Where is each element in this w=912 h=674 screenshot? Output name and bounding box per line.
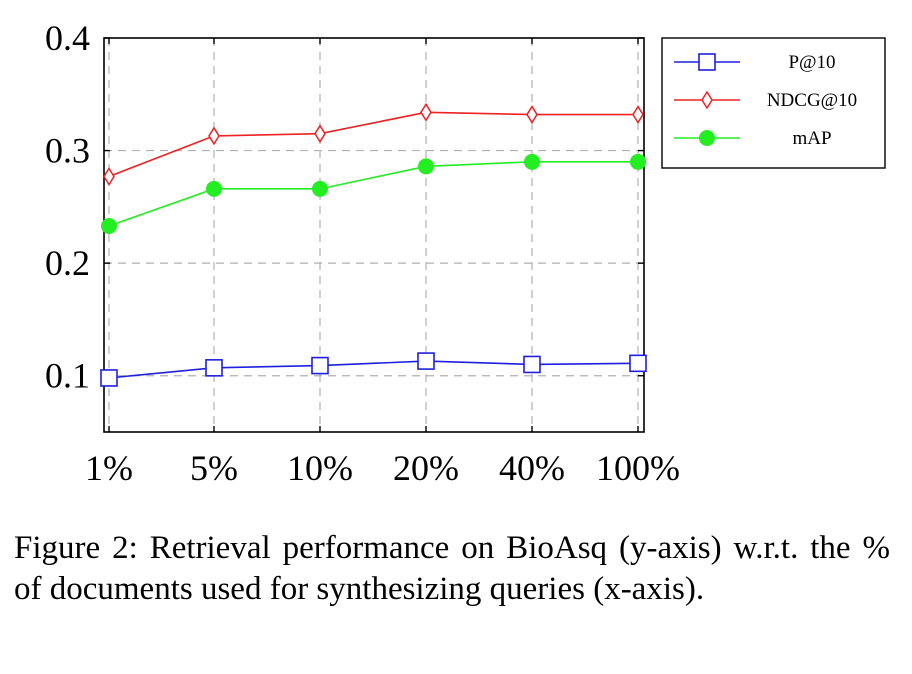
series-line-p-10 [108,360,639,379]
x-tick-label: 5% [190,448,238,488]
x-tick-label: 40% [499,448,565,488]
y-tick-label: 0.2 [45,243,90,283]
data-point-p-10 [523,355,541,374]
x-tick-label: 1% [85,448,133,488]
series-ndcg-10 [103,102,644,186]
series-p-10 [100,352,647,387]
grid-lines [104,38,644,432]
series-line-map [108,161,638,227]
x-tick-label: 10% [287,448,353,488]
legend-label-ndcg-10: NDCG@10 [767,90,857,111]
x-tick-label: 100% [596,448,680,488]
y-tick-label: 0.4 [45,18,90,58]
data-point-map [630,153,646,170]
data-point-map [101,217,117,234]
y-axis-tick-labels: 0.1 0.2 0.3 0.4 [45,18,90,396]
series-line-ndcg-10 [108,111,638,178]
series-layer [100,102,647,387]
figure-caption: Figure 2: Retrieval performance on BioAs… [14,530,890,607]
data-point-map [206,180,222,197]
series-map [101,153,646,234]
data-point-p-10 [205,359,223,377]
legend-marker-ndcg-10 [701,90,713,110]
legend-label-p-10: P@10 [788,52,835,73]
data-point-ndcg-10 [526,105,538,124]
legend-marker-p-10 [698,53,716,71]
data-point-ndcg-10 [632,105,644,124]
data-point-ndcg-10 [103,167,115,186]
data-point-map [418,158,434,175]
y-tick-label: 0.1 [45,356,90,396]
data-point-p-10 [311,356,329,375]
y-tick-label: 0.3 [45,131,90,171]
line-chart: 1% 5% 10% 20% 40% 100% 0.1 0.2 0.3 0.4 P@10 NDCG@… [45,18,886,488]
x-tick-label: 20% [393,448,459,488]
x-axis-tick-labels: 1% 5% 10% 20% 40% 100% [85,448,680,488]
data-point-ndcg-10 [314,124,326,144]
data-point-ndcg-10 [420,102,432,122]
axis-ticks [104,37,644,432]
data-point-ndcg-10 [208,126,220,146]
data-point-map [524,153,540,170]
legend-label-map: mAP [792,128,831,149]
legend: P@10 NDCG@10 mAP [661,37,886,169]
data-point-p-10 [100,369,118,387]
data-point-map [312,180,328,197]
data-point-p-10 [417,352,435,370]
legend-marker-map [699,130,715,146]
plot-area-frame [103,37,645,433]
data-point-p-10 [629,354,647,373]
